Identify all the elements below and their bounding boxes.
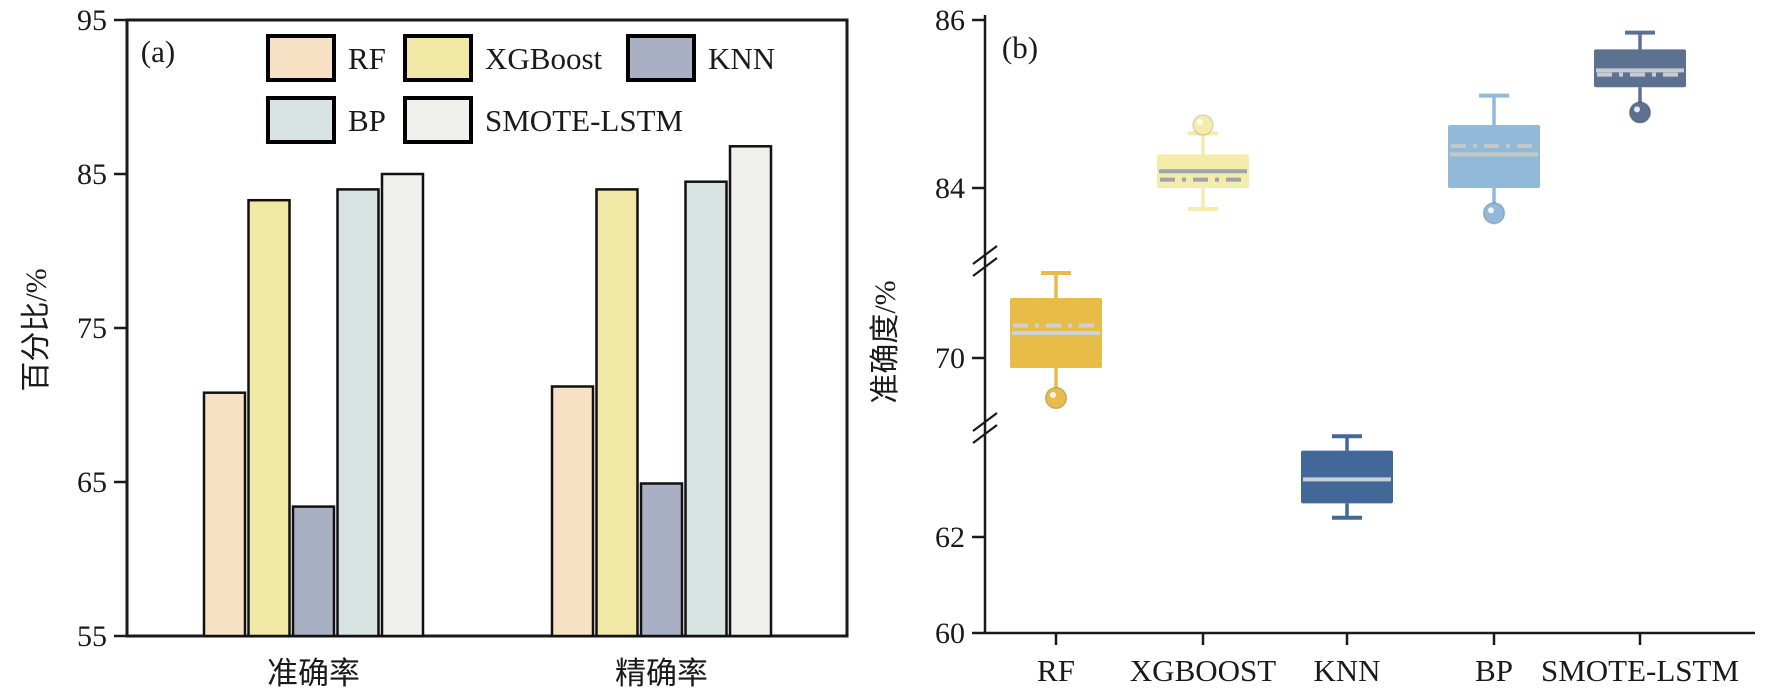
panel-b-category-label: RF bbox=[1037, 653, 1075, 688]
axis-break-slash bbox=[972, 257, 998, 277]
box-KNN bbox=[1301, 450, 1393, 504]
bar-XGBoost-cat1 bbox=[247, 198, 291, 638]
panel-b-category-label: XGBOOST bbox=[1130, 653, 1276, 688]
outlier-high-XGBOOST bbox=[1192, 114, 1214, 136]
box-BP bbox=[1448, 125, 1540, 188]
panel-b-y-tick-label: 84 bbox=[935, 172, 965, 205]
panel-b-category-label: BP bbox=[1475, 653, 1513, 688]
legend-label-RF: RF bbox=[348, 41, 386, 76]
panel-a-y-tick-label: 85 bbox=[77, 158, 107, 191]
outlier-highlight bbox=[1634, 106, 1640, 113]
outlier-low-SMOTE-LSTM bbox=[1628, 101, 1652, 124]
axis-break-slash bbox=[972, 412, 998, 432]
panel-a-label: (a) bbox=[141, 34, 175, 69]
bar-KNN-cat2 bbox=[639, 482, 684, 638]
legend-label-SMOTE-LSTM: SMOTE-LSTM bbox=[485, 103, 683, 138]
panel-a-y-tick-label: 65 bbox=[77, 466, 107, 499]
panel-b-category-label: KNN bbox=[1313, 653, 1380, 688]
panel-a-y-tick-label: 55 bbox=[77, 620, 107, 653]
outlier-highlight bbox=[1488, 207, 1494, 214]
bar-KNN-cat1 bbox=[291, 505, 336, 638]
legend-swatch-RF bbox=[266, 34, 336, 82]
panel-a-category-label: 准确率 bbox=[267, 656, 360, 691]
legend-swatch-SMOTE-LSTM bbox=[403, 96, 473, 144]
outlier-low-RF bbox=[1044, 386, 1068, 410]
panel-b-y-tick-label: 62 bbox=[935, 521, 965, 554]
legend-swatch-XGBoost bbox=[403, 34, 473, 82]
panel-b-category-label: SMOTE-LSTM bbox=[1541, 653, 1739, 688]
panel-b-label: (b) bbox=[1002, 30, 1038, 65]
panel-a-y-tick-label: 75 bbox=[77, 312, 107, 345]
bar-RF-cat1 bbox=[202, 391, 247, 638]
legend-swatch-KNN bbox=[626, 34, 696, 82]
axis-break-slash bbox=[972, 245, 998, 265]
bar-BP-cat2 bbox=[684, 180, 728, 638]
panel-b-y-tick-label: 60 bbox=[935, 617, 965, 650]
panel-b-y-axis-label: 准确度/% bbox=[869, 280, 902, 403]
panel-b-y-tick-label: 86 bbox=[935, 4, 965, 37]
bar-XGBoost-cat2 bbox=[595, 188, 639, 638]
panel-a-y-tick-label: 95 bbox=[77, 4, 107, 37]
outlier-highlight bbox=[1050, 392, 1056, 398]
outlier-highlight bbox=[1197, 119, 1203, 125]
outlier-low-BP bbox=[1482, 201, 1506, 225]
panel-a-y-axis-label: 百分比/% bbox=[20, 268, 53, 391]
bar-SMOTE-LSTM-cat1 bbox=[380, 172, 425, 638]
axis-break-slash bbox=[972, 424, 998, 444]
legend-swatch-BP bbox=[266, 96, 336, 144]
bar-RF-cat2 bbox=[550, 385, 595, 638]
box-SMOTE-LSTM bbox=[1594, 49, 1686, 88]
bar-SMOTE-LSTM-cat2 bbox=[728, 145, 773, 638]
legend-label-XGBoost: XGBoost bbox=[485, 41, 603, 76]
legend-label-BP: BP bbox=[348, 103, 386, 138]
panel-a-category-label: 精确率 bbox=[615, 656, 708, 691]
bar-BP-cat1 bbox=[336, 188, 380, 638]
legend-label-KNN: KNN bbox=[708, 41, 775, 76]
panel-b-y-tick-label: 70 bbox=[935, 342, 965, 375]
